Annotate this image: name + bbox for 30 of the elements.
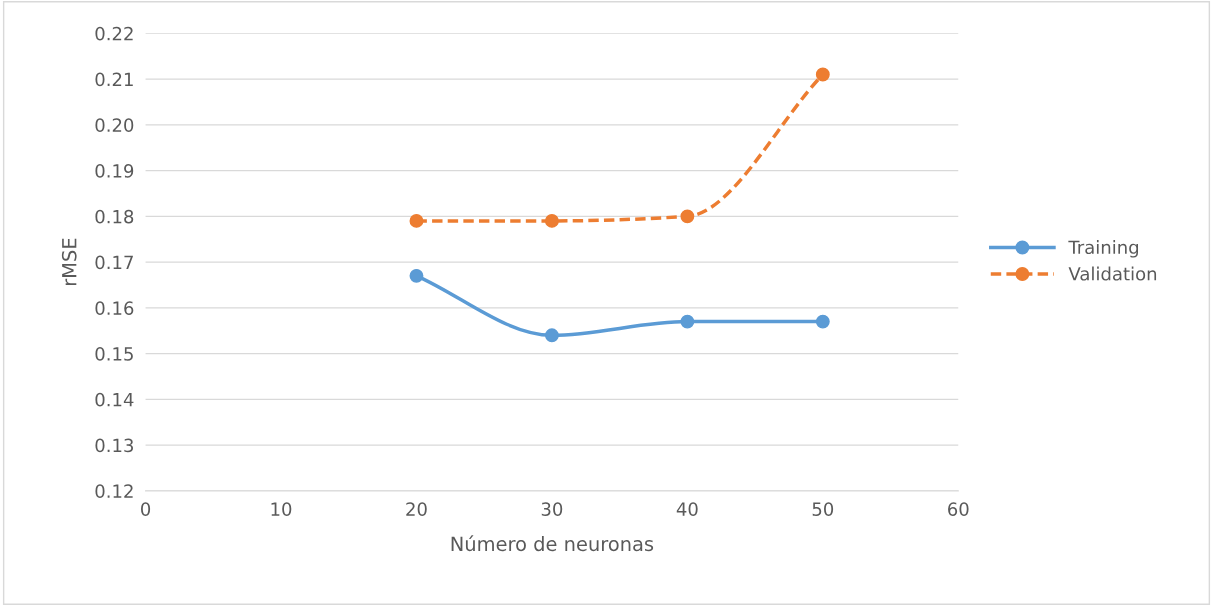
- legend-label: Training: [1068, 240, 1139, 258]
- point: [815, 67, 830, 82]
- x-tick-label: 50: [812, 502, 834, 516]
- y-axis-title: rMSE: [61, 238, 77, 286]
- point: [544, 213, 559, 228]
- y-tick-label: 0.13: [95, 438, 133, 453]
- legend-label: Validation: [1068, 266, 1157, 281]
- x-tick-label: 40: [676, 502, 698, 516]
- x-tick-label: 10: [271, 502, 292, 516]
- y-tick-label: 0.12: [95, 484, 133, 498]
- point: [680, 209, 695, 224]
- y-tick-label: 0.16: [95, 301, 134, 315]
- x-tick-label: 20: [406, 502, 427, 516]
- point: [409, 268, 424, 283]
- y-tick-label: 0.14: [95, 392, 134, 407]
- point: [544, 328, 559, 343]
- point: [409, 213, 424, 228]
- y-tick-label: 0.18: [95, 209, 134, 224]
- point: [680, 314, 695, 329]
- y-tick-label: 0.21: [95, 72, 133, 87]
- point: [815, 314, 830, 329]
- x-tick-label: 30: [541, 502, 563, 516]
- x-axis-title: Número de neuronas: [451, 535, 654, 552]
- y-tick-label: 0.22: [95, 26, 133, 41]
- y-tick-label: 0.20: [95, 118, 134, 132]
- x-tick-label: 0: [141, 502, 151, 516]
- y-tick-label: 0.19: [95, 164, 134, 178]
- y-tick-label: 0.15: [95, 347, 133, 361]
- y-tick-label: 0.17: [95, 255, 133, 270]
- x-tick-label: 60: [948, 502, 969, 516]
